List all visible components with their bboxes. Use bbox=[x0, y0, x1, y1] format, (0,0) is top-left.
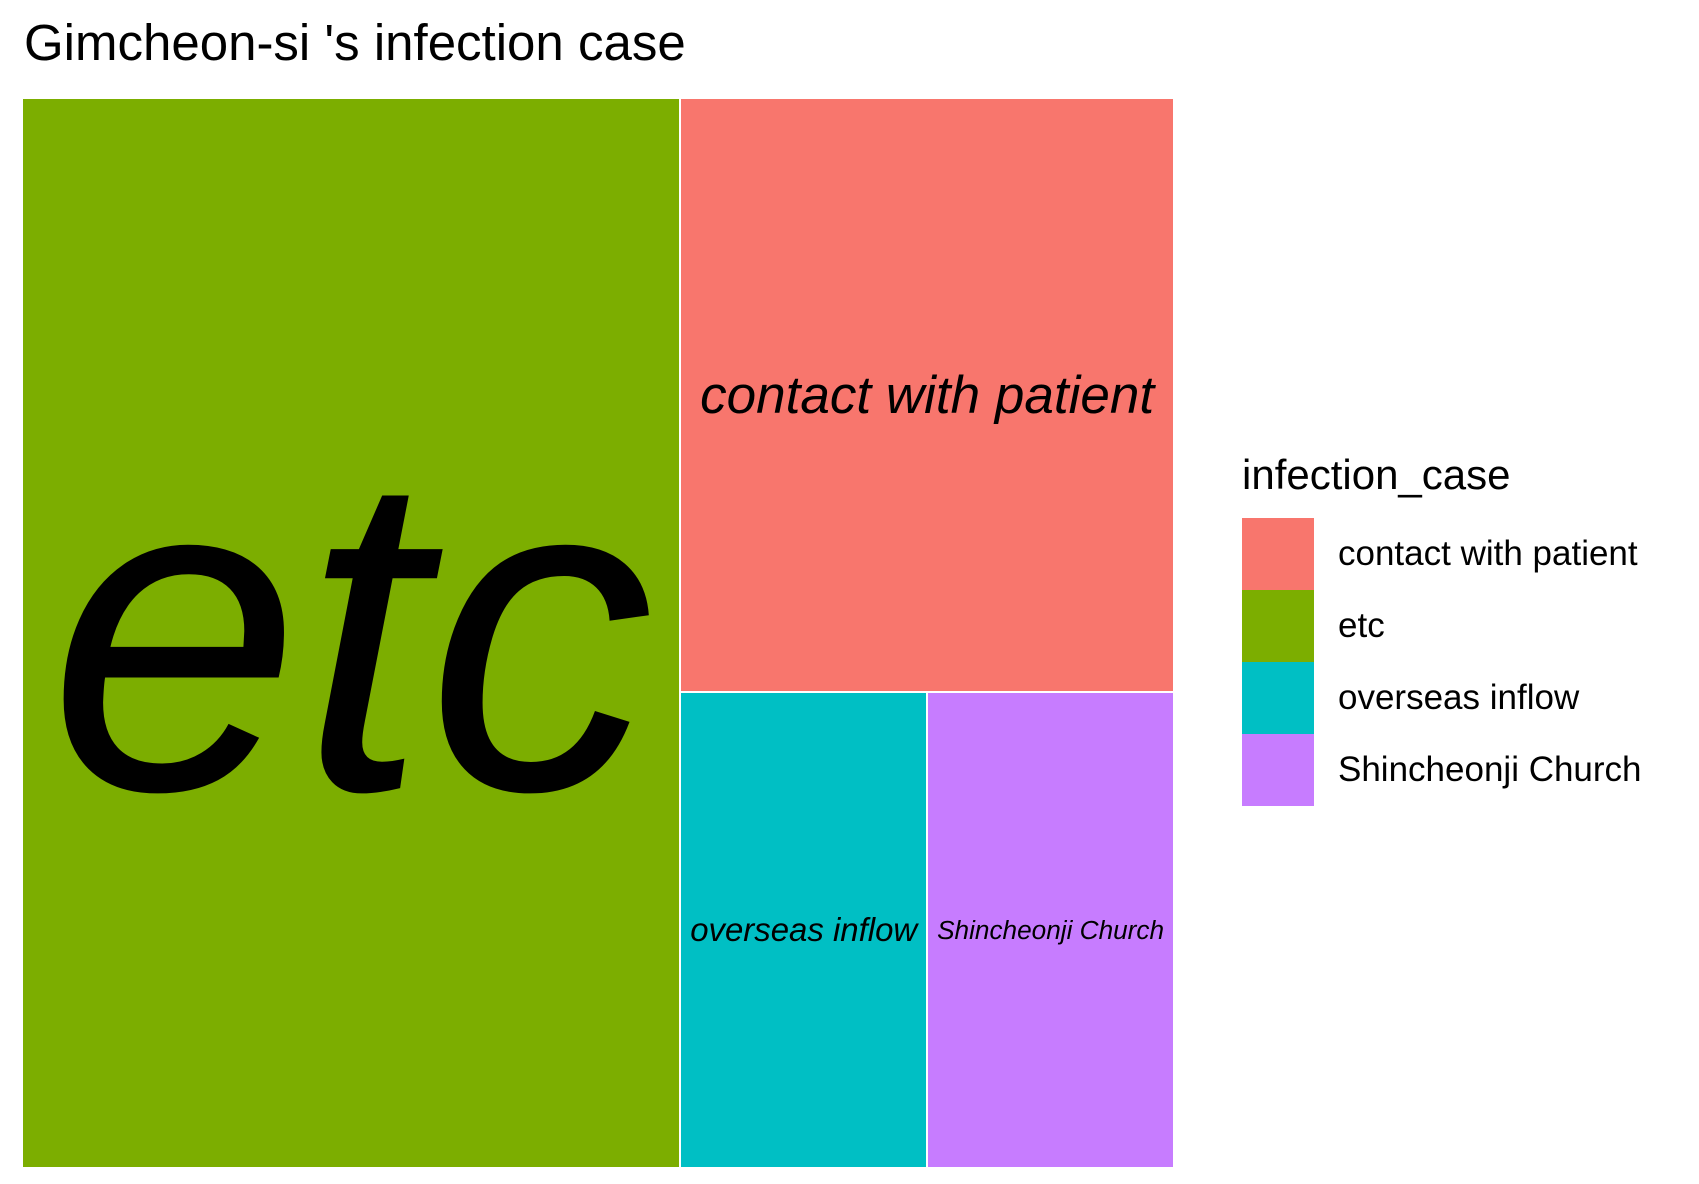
legend-label: contact with patient bbox=[1338, 534, 1638, 574]
treemap-plot-area: etc contact with patient overseas inflow Sh… bbox=[22, 98, 1174, 1168]
legend-item-shincheonji-church: Shincheonji Church bbox=[1242, 734, 1642, 807]
treemap-tile-label: etc bbox=[48, 379, 654, 887]
legend-swatch bbox=[1242, 518, 1314, 591]
treemap-tile-label: overseas inflow bbox=[690, 910, 918, 948]
treemap-tile-label: Shincheonji Church bbox=[937, 915, 1165, 946]
legend-label: Shincheonji Church bbox=[1338, 750, 1642, 790]
legend-item-contact-with-patient: contact with patient bbox=[1242, 518, 1642, 591]
legend: infection_case contact with patient etc ov… bbox=[1242, 450, 1642, 807]
legend-item-overseas-inflow: overseas inflow bbox=[1242, 662, 1642, 735]
legend-swatch bbox=[1242, 734, 1314, 807]
treemap-tile-etc: etc bbox=[22, 98, 681, 1168]
legend-swatch bbox=[1242, 662, 1314, 735]
treemap-tile-shincheonji-church: Shincheonji Church bbox=[927, 692, 1174, 1168]
chart-title: Gimcheon-si 's infection case bbox=[24, 14, 686, 71]
legend-swatch bbox=[1242, 590, 1314, 663]
legend-items: contact with patient etc overseas inflow Sh… bbox=[1242, 518, 1642, 807]
legend-label: etc bbox=[1338, 606, 1385, 646]
treemap-tile-label: contact with patient bbox=[700, 365, 1155, 425]
legend-title: infection_case bbox=[1242, 451, 1511, 498]
legend-item-etc: etc bbox=[1242, 590, 1642, 663]
treemap-tile-overseas-inflow: overseas inflow bbox=[680, 692, 928, 1168]
legend-label: overseas inflow bbox=[1338, 678, 1580, 718]
treemap-tile-contact-with-patient: contact with patient bbox=[680, 98, 1174, 693]
